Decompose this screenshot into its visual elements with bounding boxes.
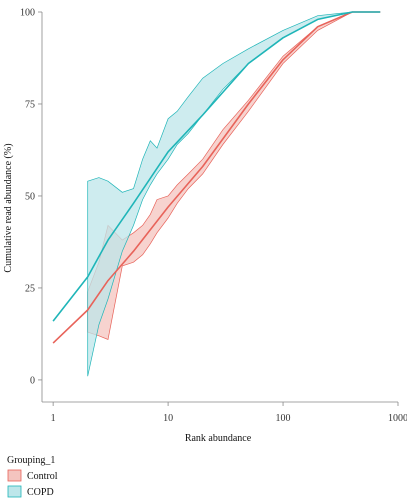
y-axis-ticks: 0 25 50 75 100 xyxy=(20,8,42,386)
legend: Grouping_1 Control COPD xyxy=(7,455,58,498)
x-axis-ticks: 1 10 100 1000 xyxy=(51,402,407,424)
control-line xyxy=(52,11,381,344)
y-tick-label: 100 xyxy=(20,8,35,19)
y-axis-title: Cumulative read abundance (%) xyxy=(3,143,14,272)
copd-band xyxy=(87,11,381,377)
legend-title: Grouping_1 xyxy=(7,455,55,466)
control-legend-label: Control xyxy=(27,471,58,482)
copd-legend-label: COPD xyxy=(27,487,54,498)
x-tick-label: 10 xyxy=(163,413,173,424)
copd-legend-swatch xyxy=(7,485,22,498)
confidence-bands xyxy=(87,11,381,377)
legend-items: Control COPD xyxy=(7,469,58,498)
x-tick-label: 1 xyxy=(51,413,56,424)
y-tick-label: 0 xyxy=(30,375,35,386)
y-tick-label: 75 xyxy=(25,99,35,110)
y-tick-label: 25 xyxy=(25,283,35,294)
y-tick-label: 50 xyxy=(25,191,35,202)
x-tick-label: 100 xyxy=(276,413,291,424)
x-tick-label: 1000 xyxy=(388,413,407,424)
series-lines xyxy=(52,11,381,344)
x-axis-title: Rank abundance xyxy=(185,433,252,444)
control-legend-swatch xyxy=(7,469,22,482)
axis-lines xyxy=(41,12,398,403)
copd-line xyxy=(52,11,381,322)
